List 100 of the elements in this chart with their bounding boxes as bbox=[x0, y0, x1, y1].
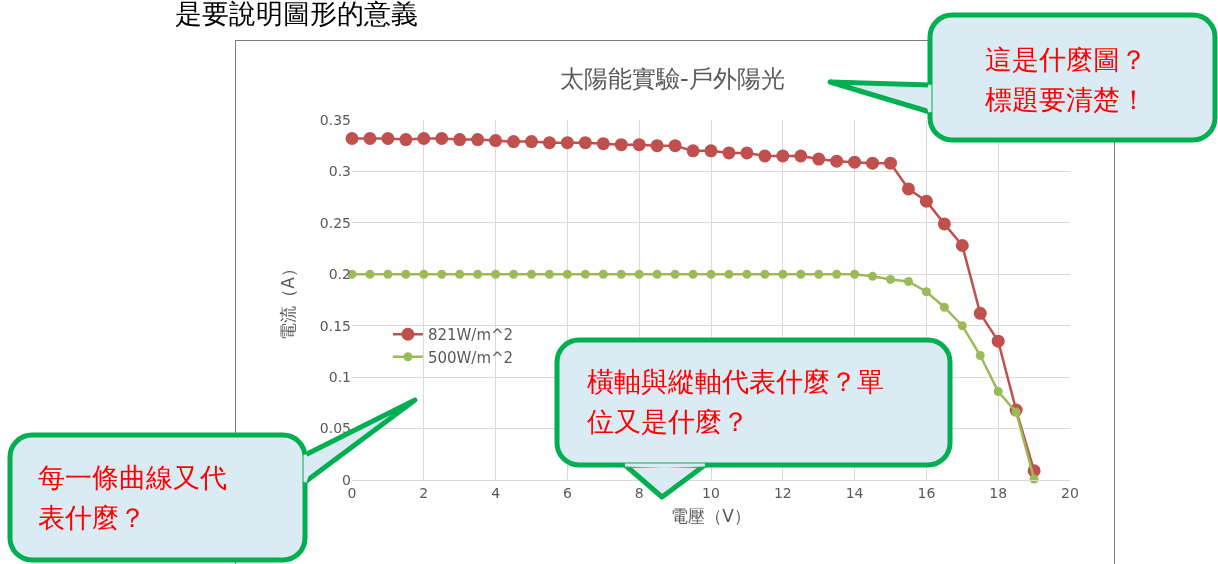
point bbox=[758, 149, 772, 163]
point bbox=[383, 269, 393, 279]
x-tick-label: 18 bbox=[989, 484, 1008, 501]
y-tick-label: 0 bbox=[342, 471, 351, 488]
point bbox=[901, 182, 915, 196]
point bbox=[381, 132, 395, 145]
point bbox=[614, 138, 628, 152]
point bbox=[724, 269, 734, 279]
point bbox=[830, 154, 844, 168]
point bbox=[955, 238, 969, 252]
y-tick-label: 0.25 bbox=[319, 214, 351, 231]
point bbox=[937, 217, 951, 231]
point bbox=[527, 269, 536, 279]
point bbox=[455, 269, 465, 279]
point bbox=[473, 269, 483, 279]
point bbox=[921, 287, 931, 297]
x-tick-label: 6 bbox=[562, 484, 572, 501]
point bbox=[652, 269, 662, 279]
point bbox=[544, 269, 554, 279]
point bbox=[868, 271, 878, 281]
point bbox=[560, 136, 574, 150]
point bbox=[706, 269, 716, 279]
point bbox=[345, 132, 359, 145]
point bbox=[993, 387, 1003, 397]
point bbox=[742, 269, 752, 279]
point bbox=[850, 269, 860, 279]
point bbox=[886, 274, 895, 284]
point bbox=[417, 132, 431, 145]
point bbox=[704, 144, 718, 158]
text: 這是什麼圖？標題要清楚！ bbox=[985, 43, 1148, 117]
point bbox=[401, 269, 411, 279]
point bbox=[632, 138, 646, 152]
point bbox=[866, 156, 880, 170]
annotation: 橫軸與縱軸代表什麼？單位又是什麼？ bbox=[587, 365, 885, 439]
point bbox=[562, 269, 572, 279]
point bbox=[688, 269, 698, 279]
point bbox=[670, 269, 680, 279]
point bbox=[740, 146, 754, 160]
point bbox=[491, 269, 501, 279]
y-tick-label: 0.05 bbox=[319, 420, 351, 437]
point bbox=[939, 302, 949, 312]
point bbox=[363, 132, 377, 145]
point bbox=[778, 269, 788, 279]
point bbox=[507, 135, 521, 149]
point bbox=[794, 149, 808, 163]
y-tick-label: 0.1 bbox=[328, 369, 351, 386]
y-axis-title: 電流（A） bbox=[278, 260, 299, 340]
x-tick-label: 4 bbox=[491, 484, 501, 501]
point bbox=[489, 134, 503, 148]
point bbox=[509, 269, 519, 279]
y-tick-label: 0.35 bbox=[319, 111, 351, 128]
x-tick-label: 14 bbox=[845, 484, 864, 501]
point bbox=[399, 133, 413, 147]
x-tick-label: 10 bbox=[702, 484, 720, 501]
x-tick-label: 2 bbox=[419, 484, 429, 501]
point bbox=[419, 269, 429, 279]
point bbox=[796, 269, 806, 279]
point bbox=[884, 156, 897, 170]
point bbox=[686, 144, 700, 158]
point bbox=[598, 269, 608, 279]
point bbox=[578, 136, 592, 150]
point bbox=[453, 133, 467, 147]
point bbox=[991, 334, 1005, 348]
x-tick-label: 16 bbox=[917, 484, 936, 501]
point bbox=[471, 133, 485, 147]
point bbox=[919, 194, 933, 208]
x-tick-label: 12 bbox=[773, 484, 792, 501]
point bbox=[365, 269, 375, 279]
point bbox=[650, 139, 664, 153]
text: 每一條曲線又代表什麼？ bbox=[38, 461, 228, 535]
point bbox=[668, 139, 682, 153]
x-tick-label: 20 bbox=[1061, 484, 1079, 501]
legend-label: 821W/m^2 bbox=[427, 326, 514, 345]
point bbox=[596, 137, 610, 151]
x-tick-label: 8 bbox=[634, 484, 644, 501]
point bbox=[1011, 407, 1021, 417]
point bbox=[812, 152, 826, 166]
point bbox=[973, 306, 987, 320]
point bbox=[848, 155, 862, 169]
point bbox=[542, 136, 556, 150]
point bbox=[437, 269, 447, 279]
point bbox=[814, 269, 824, 279]
legend-label: 500W/m^2 bbox=[427, 348, 514, 367]
y-tick-label: 0.3 bbox=[328, 163, 351, 180]
point bbox=[832, 269, 842, 279]
y-tick-label: 0.15 bbox=[319, 317, 351, 334]
point bbox=[616, 269, 626, 279]
x-axis-title: 電壓（V） bbox=[671, 506, 751, 527]
chart-title: 太陽能實驗-戶外陽光 bbox=[560, 65, 785, 94]
point bbox=[903, 276, 913, 286]
point bbox=[525, 135, 538, 149]
point bbox=[957, 321, 967, 331]
point bbox=[580, 269, 590, 279]
text: 是要說明圖形的意義 bbox=[175, 0, 419, 31]
point bbox=[975, 351, 985, 361]
point bbox=[634, 269, 644, 279]
point bbox=[722, 146, 736, 160]
point bbox=[760, 269, 770, 279]
point bbox=[435, 132, 449, 145]
point bbox=[776, 149, 790, 163]
